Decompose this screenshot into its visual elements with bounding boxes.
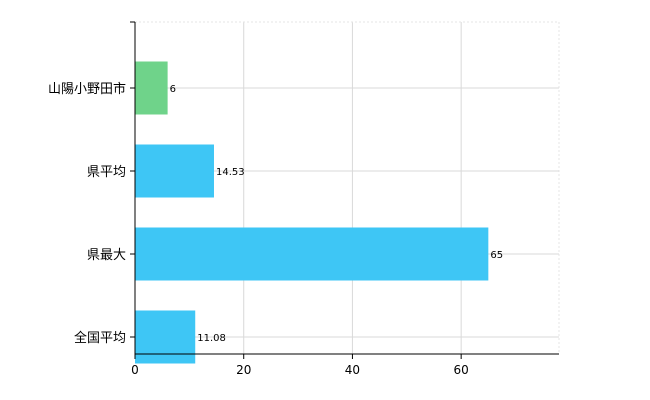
- x-tick-label: 0: [131, 363, 139, 377]
- x-tick-labels: 0 20 40 60: [131, 363, 469, 377]
- category-label: 山陽小野田市: [48, 81, 126, 97]
- x-tick-label: 60: [454, 363, 469, 377]
- category-label: 県平均: [87, 165, 126, 180]
- bar: [135, 144, 214, 198]
- axes: [130, 21, 559, 359]
- x-tick-label: 40: [345, 363, 360, 377]
- category-label: 県最大: [87, 248, 126, 263]
- data-label: 65: [490, 250, 503, 261]
- data-labels: 6 14.53 65 11.08: [170, 84, 503, 344]
- data-label: 11.08: [197, 333, 226, 344]
- bar: [135, 61, 168, 115]
- data-label: 6: [170, 84, 176, 95]
- data-label: 14.53: [216, 167, 245, 178]
- bar: [135, 227, 489, 281]
- category-label: 全国平均: [74, 330, 126, 346]
- bar: [135, 310, 196, 364]
- x-tick-label: 20: [236, 363, 251, 377]
- bars: [135, 61, 489, 364]
